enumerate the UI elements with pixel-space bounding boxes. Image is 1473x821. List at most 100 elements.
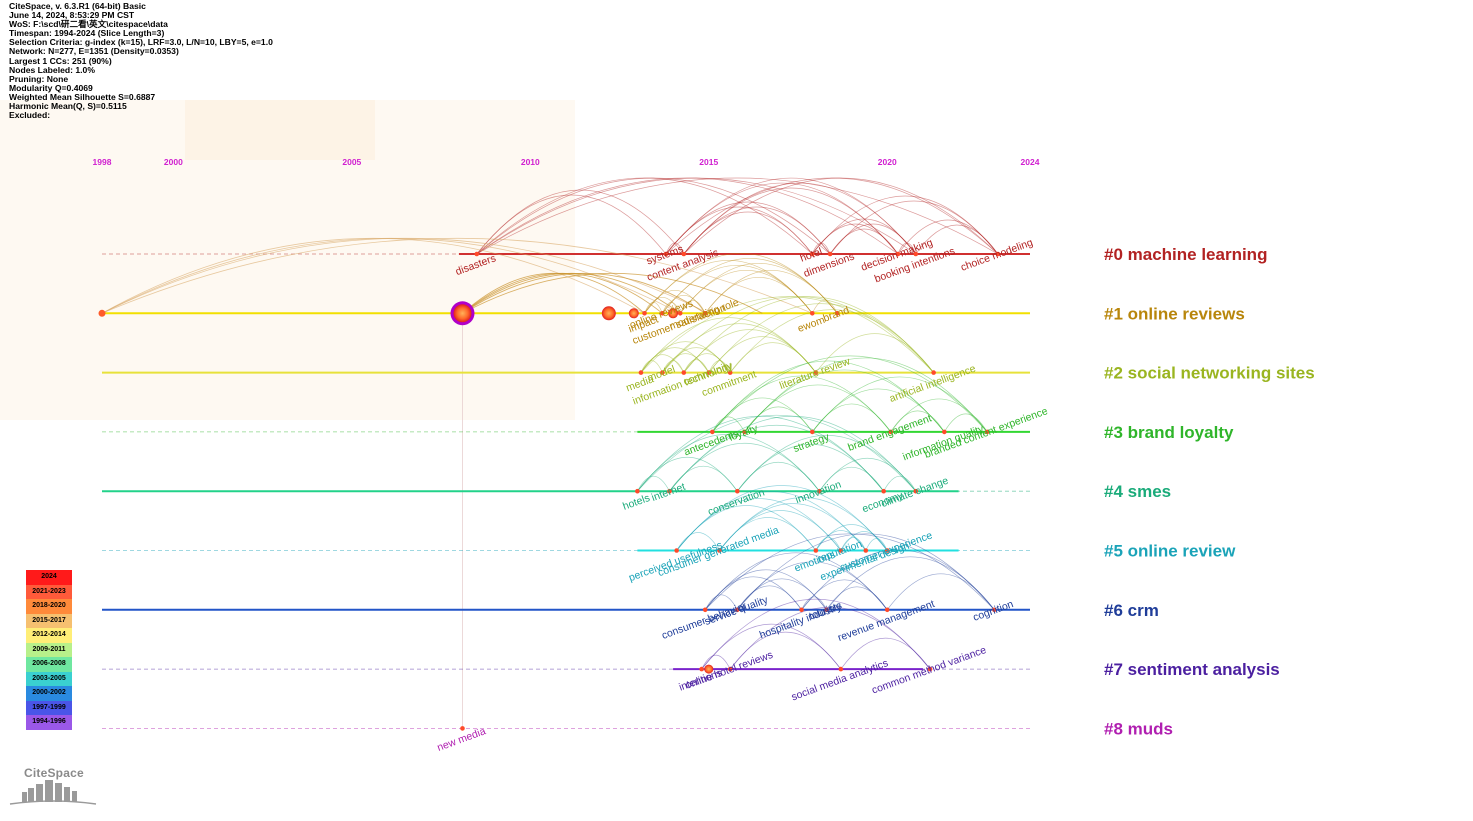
keyword-node [681,370,687,375]
meta-line: Selection Criteria: g-index (k=15), LRF=… [9,37,273,48]
citation-arc [744,384,892,433]
keyword-node [881,488,886,494]
citation-arc [665,206,813,255]
citation-arc [637,457,738,492]
citation-arc [840,537,867,551]
citation-arc [676,485,888,551]
citation-arc [815,530,867,551]
legend-item: 2000-2002 [26,686,72,701]
citation-arc [815,537,842,551]
citation-arc [729,342,817,373]
citation-arc [644,301,663,314]
keyword-node [702,311,708,316]
legend-item: 2015-2017 [26,613,72,628]
citation-arc [801,549,995,611]
citation-arc [665,201,831,255]
citation-arc [801,579,888,611]
keyword-node [942,429,947,435]
meta-line: Modularity Q=0.4069 [9,82,93,93]
meta-line: Harmonic Mean(Q, S)=0.5115 [9,101,127,112]
citation-arc [815,524,888,551]
citation-arc [665,182,899,255]
citation-arc [662,295,706,314]
citation-arc [683,353,731,373]
citation-arc [897,219,999,255]
citation-arc [676,498,842,551]
citation-arc [669,416,917,492]
citation-arc [712,375,892,433]
citation-arc [829,200,999,255]
citation-arc [744,369,945,433]
keyword-node [809,311,815,316]
keyword-node [717,548,722,553]
citation-arc [708,336,817,373]
citation-arc [683,206,831,255]
citation-arc [669,424,884,492]
citation-arc [476,194,667,255]
citation-arc [476,177,916,255]
legend-item: 1997-1999 [26,700,72,715]
keyword-node [884,607,890,613]
cluster-label: #3 brand loyalty [1104,423,1234,442]
citation-arc [683,296,934,373]
citation-arc [640,354,685,373]
citation-arc [683,182,917,255]
keyword-node [727,666,733,672]
keyword-node [727,370,733,375]
cluster-label: #4 smes [1104,482,1171,501]
meta-line: Weighted Mean Silhouette S=0.6887 [9,91,156,102]
citation-arc [701,623,842,670]
citation-arc [811,223,899,255]
citation-arc [815,333,934,373]
meta-line: WoS: F:\scd\研二看\英文\citespace\data [9,19,168,30]
keyword-node [735,488,740,494]
citation-arc [712,355,988,433]
keyword-node [813,370,819,375]
year-tick-label: 2005 [342,157,361,167]
citation-arc [662,296,934,373]
keyword-node [674,548,679,553]
keyword-node [884,548,890,553]
keyword-node [668,308,679,319]
citation-arc [476,177,813,255]
cluster-label: #7 sentiment analysis [1104,660,1280,679]
citation-arc [737,444,884,492]
cluster-label: #6 crm [1104,601,1159,620]
citation-arc [676,491,867,551]
citation-arc [744,357,988,433]
year-tick-label: 2024 [1021,157,1040,167]
keyword-node [704,664,714,674]
keyword-node [642,311,647,316]
citation-arc [719,517,817,551]
keyword-nodes [98,251,1001,731]
citation-arc [669,466,738,492]
citation-arc [829,228,899,255]
citation-arc [462,272,706,314]
keyword-node [895,251,901,257]
citation-arc [729,309,934,373]
citation-arc [665,177,999,255]
meta-line: Pruning: None [9,73,69,84]
citation-arc [662,265,813,314]
legend-item: 2021-2023 [26,584,72,599]
citation-arc [101,237,813,314]
keyword-node [863,548,869,553]
meta-line: Network: N=277, E=1351 (Density=0.0353) [9,46,179,57]
citation-arc [811,242,831,255]
citation-arc [944,413,988,433]
citation-arc [679,263,838,314]
citation-arc [719,503,867,551]
citation-arc [729,631,842,670]
citation-arc [679,299,706,314]
citation-arc [826,586,888,610]
keyword-node [927,666,933,672]
legend-item: 2003-2005 [26,671,72,686]
network-summary: CiteSpace, v. 6.3.R1 (64-bit) Basic June… [9,1,273,120]
citation-arc [665,177,917,255]
citation-arc [811,403,892,433]
citation-arc [462,272,763,314]
citation-arc [701,598,931,670]
citation-arc [886,573,995,611]
citation-arc [744,406,813,433]
